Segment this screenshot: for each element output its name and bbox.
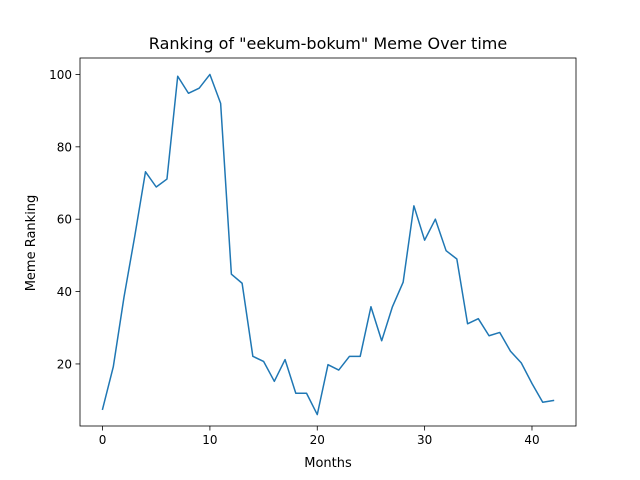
x-tick-label: 0 [99,433,107,447]
chart-title: Ranking of "eekum-bokum" Meme Over time [149,34,507,53]
x-tick-label: 20 [310,433,325,447]
x-axis-label: Months [304,456,352,471]
x-tick-label: 40 [524,433,539,447]
y-tick-label: 20 [57,357,72,371]
x-tick-label: 30 [417,433,432,447]
y-axis-label: Meme Ranking [24,195,39,292]
axes-frame [79,57,577,427]
y-tick-label: 100 [49,68,72,82]
y-tick-label: 60 [57,213,72,227]
x-tick-label: 10 [202,433,217,447]
y-tick-label: 80 [57,140,72,154]
plot-layer: 0 10 20 30 40 20 40 60 80 100 [49,57,577,447]
y-tick-label: 40 [57,285,72,299]
